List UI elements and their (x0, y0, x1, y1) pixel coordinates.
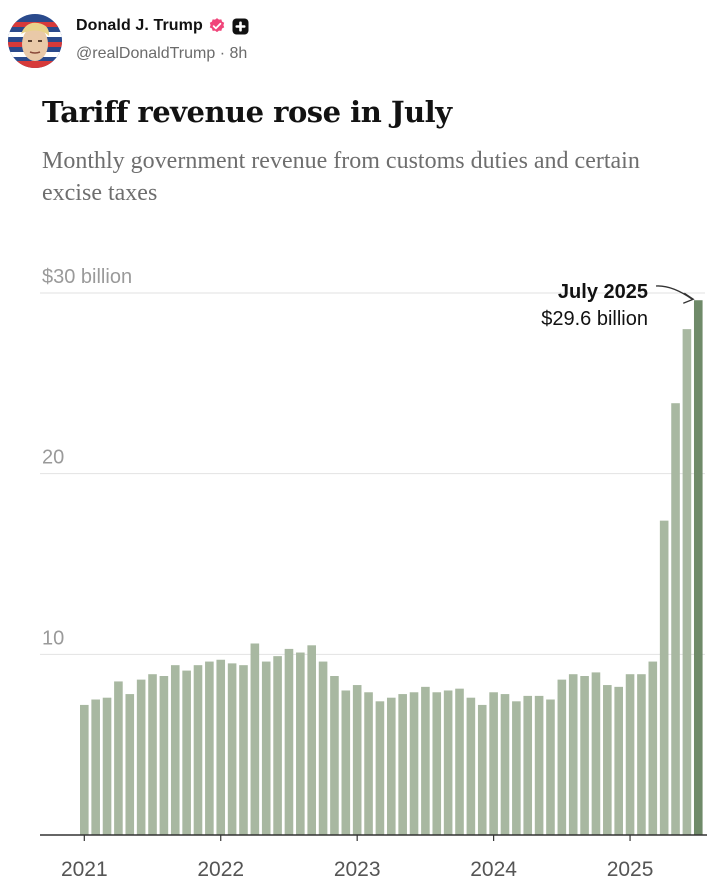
y-tick-label: $30 billion (42, 266, 132, 288)
bar (182, 670, 191, 835)
bar (125, 694, 135, 835)
bar (193, 665, 203, 835)
bar (307, 645, 316, 835)
bar (489, 692, 498, 835)
bar (534, 695, 544, 835)
bar (284, 648, 294, 835)
bar (148, 674, 157, 835)
display-name[interactable]: Donald J. Trump (76, 17, 203, 34)
bar (375, 701, 385, 835)
bar (466, 697, 476, 835)
bar (80, 704, 89, 835)
annotation-label: July 2025 (558, 281, 648, 303)
y-tick-label: 20 (42, 447, 64, 469)
bar (386, 697, 396, 835)
separator: · (219, 45, 226, 62)
bar (352, 685, 362, 835)
bar (580, 676, 589, 835)
bar (455, 688, 464, 835)
bar (261, 661, 271, 835)
bar (114, 681, 123, 835)
bar (421, 686, 430, 835)
handle[interactable]: @realDonaldTrump (76, 45, 216, 62)
bar (409, 692, 419, 835)
y-tick-label: 10 (42, 627, 64, 649)
x-tick-label: 2022 (197, 858, 244, 881)
bar (296, 652, 305, 835)
bar (659, 520, 669, 835)
bar (557, 679, 567, 835)
timestamp[interactable]: 8h (229, 45, 248, 62)
x-tick-label: 2025 (607, 858, 654, 881)
x-tick-label: 2024 (470, 858, 517, 881)
bar (364, 692, 373, 835)
bar (398, 694, 407, 835)
bar (330, 676, 339, 835)
annotation-value: $29.6 billion (541, 308, 648, 330)
bar (591, 672, 601, 835)
bar (568, 674, 578, 835)
chart-subtitle: Monthly government revenue from customs … (42, 148, 640, 206)
bar (625, 674, 635, 835)
annotation-arrowhead (683, 292, 695, 304)
bar (603, 685, 612, 835)
bar (648, 661, 658, 835)
bar (159, 676, 169, 835)
handle-row: @realDonaldTrump · 8h (76, 45, 247, 63)
bar (102, 697, 112, 835)
bar (637, 674, 646, 835)
bar (671, 403, 680, 835)
bar (500, 694, 510, 835)
x-tick-label: 2023 (334, 858, 381, 881)
bar (477, 704, 487, 835)
avatar-image (8, 14, 62, 68)
bar (693, 300, 703, 836)
bar (227, 663, 237, 835)
bar (512, 701, 521, 835)
bar (239, 665, 248, 835)
bar (250, 643, 260, 835)
bar (341, 690, 351, 835)
bar (523, 695, 533, 835)
verified-badge-icon (208, 17, 226, 35)
bar (432, 692, 442, 835)
plus-badge-icon (232, 18, 249, 35)
bar (205, 661, 214, 835)
bar (614, 686, 623, 835)
bar (91, 699, 100, 835)
post-header: Donald J. Trump @realDonaldTrump · 8h (0, 0, 715, 80)
bar (136, 679, 146, 835)
bar (170, 665, 180, 835)
bar (318, 661, 328, 835)
chart-title: Tariff revenue rose in July (42, 95, 452, 129)
bar (546, 699, 555, 835)
avatar[interactable] (8, 14, 62, 68)
bar (273, 656, 282, 835)
bar (682, 329, 692, 835)
x-tick-label: 2021 (61, 858, 108, 881)
bar (216, 659, 226, 835)
bar (443, 690, 453, 835)
